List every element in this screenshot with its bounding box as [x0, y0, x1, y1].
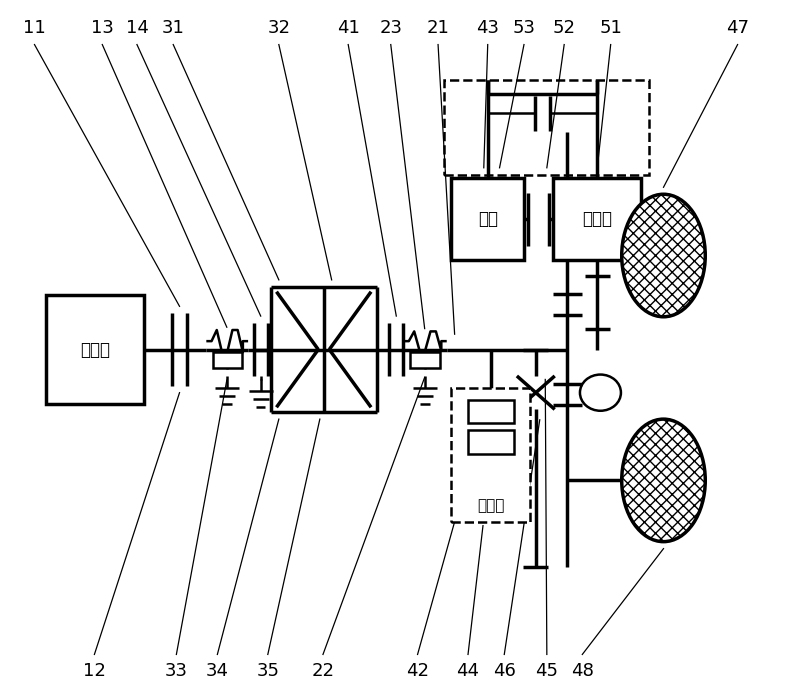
Text: 41: 41 [337, 19, 360, 37]
Text: 42: 42 [406, 662, 429, 680]
Text: 电机一: 电机一 [477, 498, 505, 513]
Text: 33: 33 [165, 662, 188, 680]
Text: 电池: 电池 [478, 210, 498, 229]
Text: 发动机: 发动机 [80, 340, 110, 359]
Text: 46: 46 [493, 662, 516, 680]
Text: 11: 11 [23, 19, 46, 37]
Text: 35: 35 [256, 662, 279, 680]
Text: 34: 34 [206, 662, 229, 680]
Text: 31: 31 [162, 19, 184, 37]
Text: 53: 53 [513, 19, 536, 37]
Text: 43: 43 [476, 19, 499, 37]
Text: 21: 21 [426, 19, 449, 37]
Text: 12: 12 [83, 662, 106, 680]
Text: 48: 48 [571, 662, 594, 680]
Text: 13: 13 [91, 19, 114, 37]
Bar [468, 400, 513, 424]
Bar [452, 178, 524, 261]
Bar [553, 178, 642, 261]
Ellipse shape [622, 419, 706, 542]
Bar [213, 352, 242, 368]
Ellipse shape [622, 194, 706, 317]
Text: 32: 32 [267, 19, 290, 37]
Text: 47: 47 [726, 19, 749, 37]
Text: 23: 23 [379, 19, 403, 37]
Bar [452, 389, 530, 522]
Bar [444, 80, 649, 175]
Bar [468, 431, 513, 454]
Text: 52: 52 [553, 19, 576, 37]
Text: 电机二: 电机二 [582, 210, 612, 229]
Bar [410, 352, 441, 368]
Text: 14: 14 [126, 19, 149, 37]
Text: 51: 51 [600, 19, 623, 37]
Text: 45: 45 [536, 662, 558, 680]
Text: 44: 44 [456, 662, 479, 680]
Bar [46, 295, 144, 404]
Text: 22: 22 [312, 662, 335, 680]
